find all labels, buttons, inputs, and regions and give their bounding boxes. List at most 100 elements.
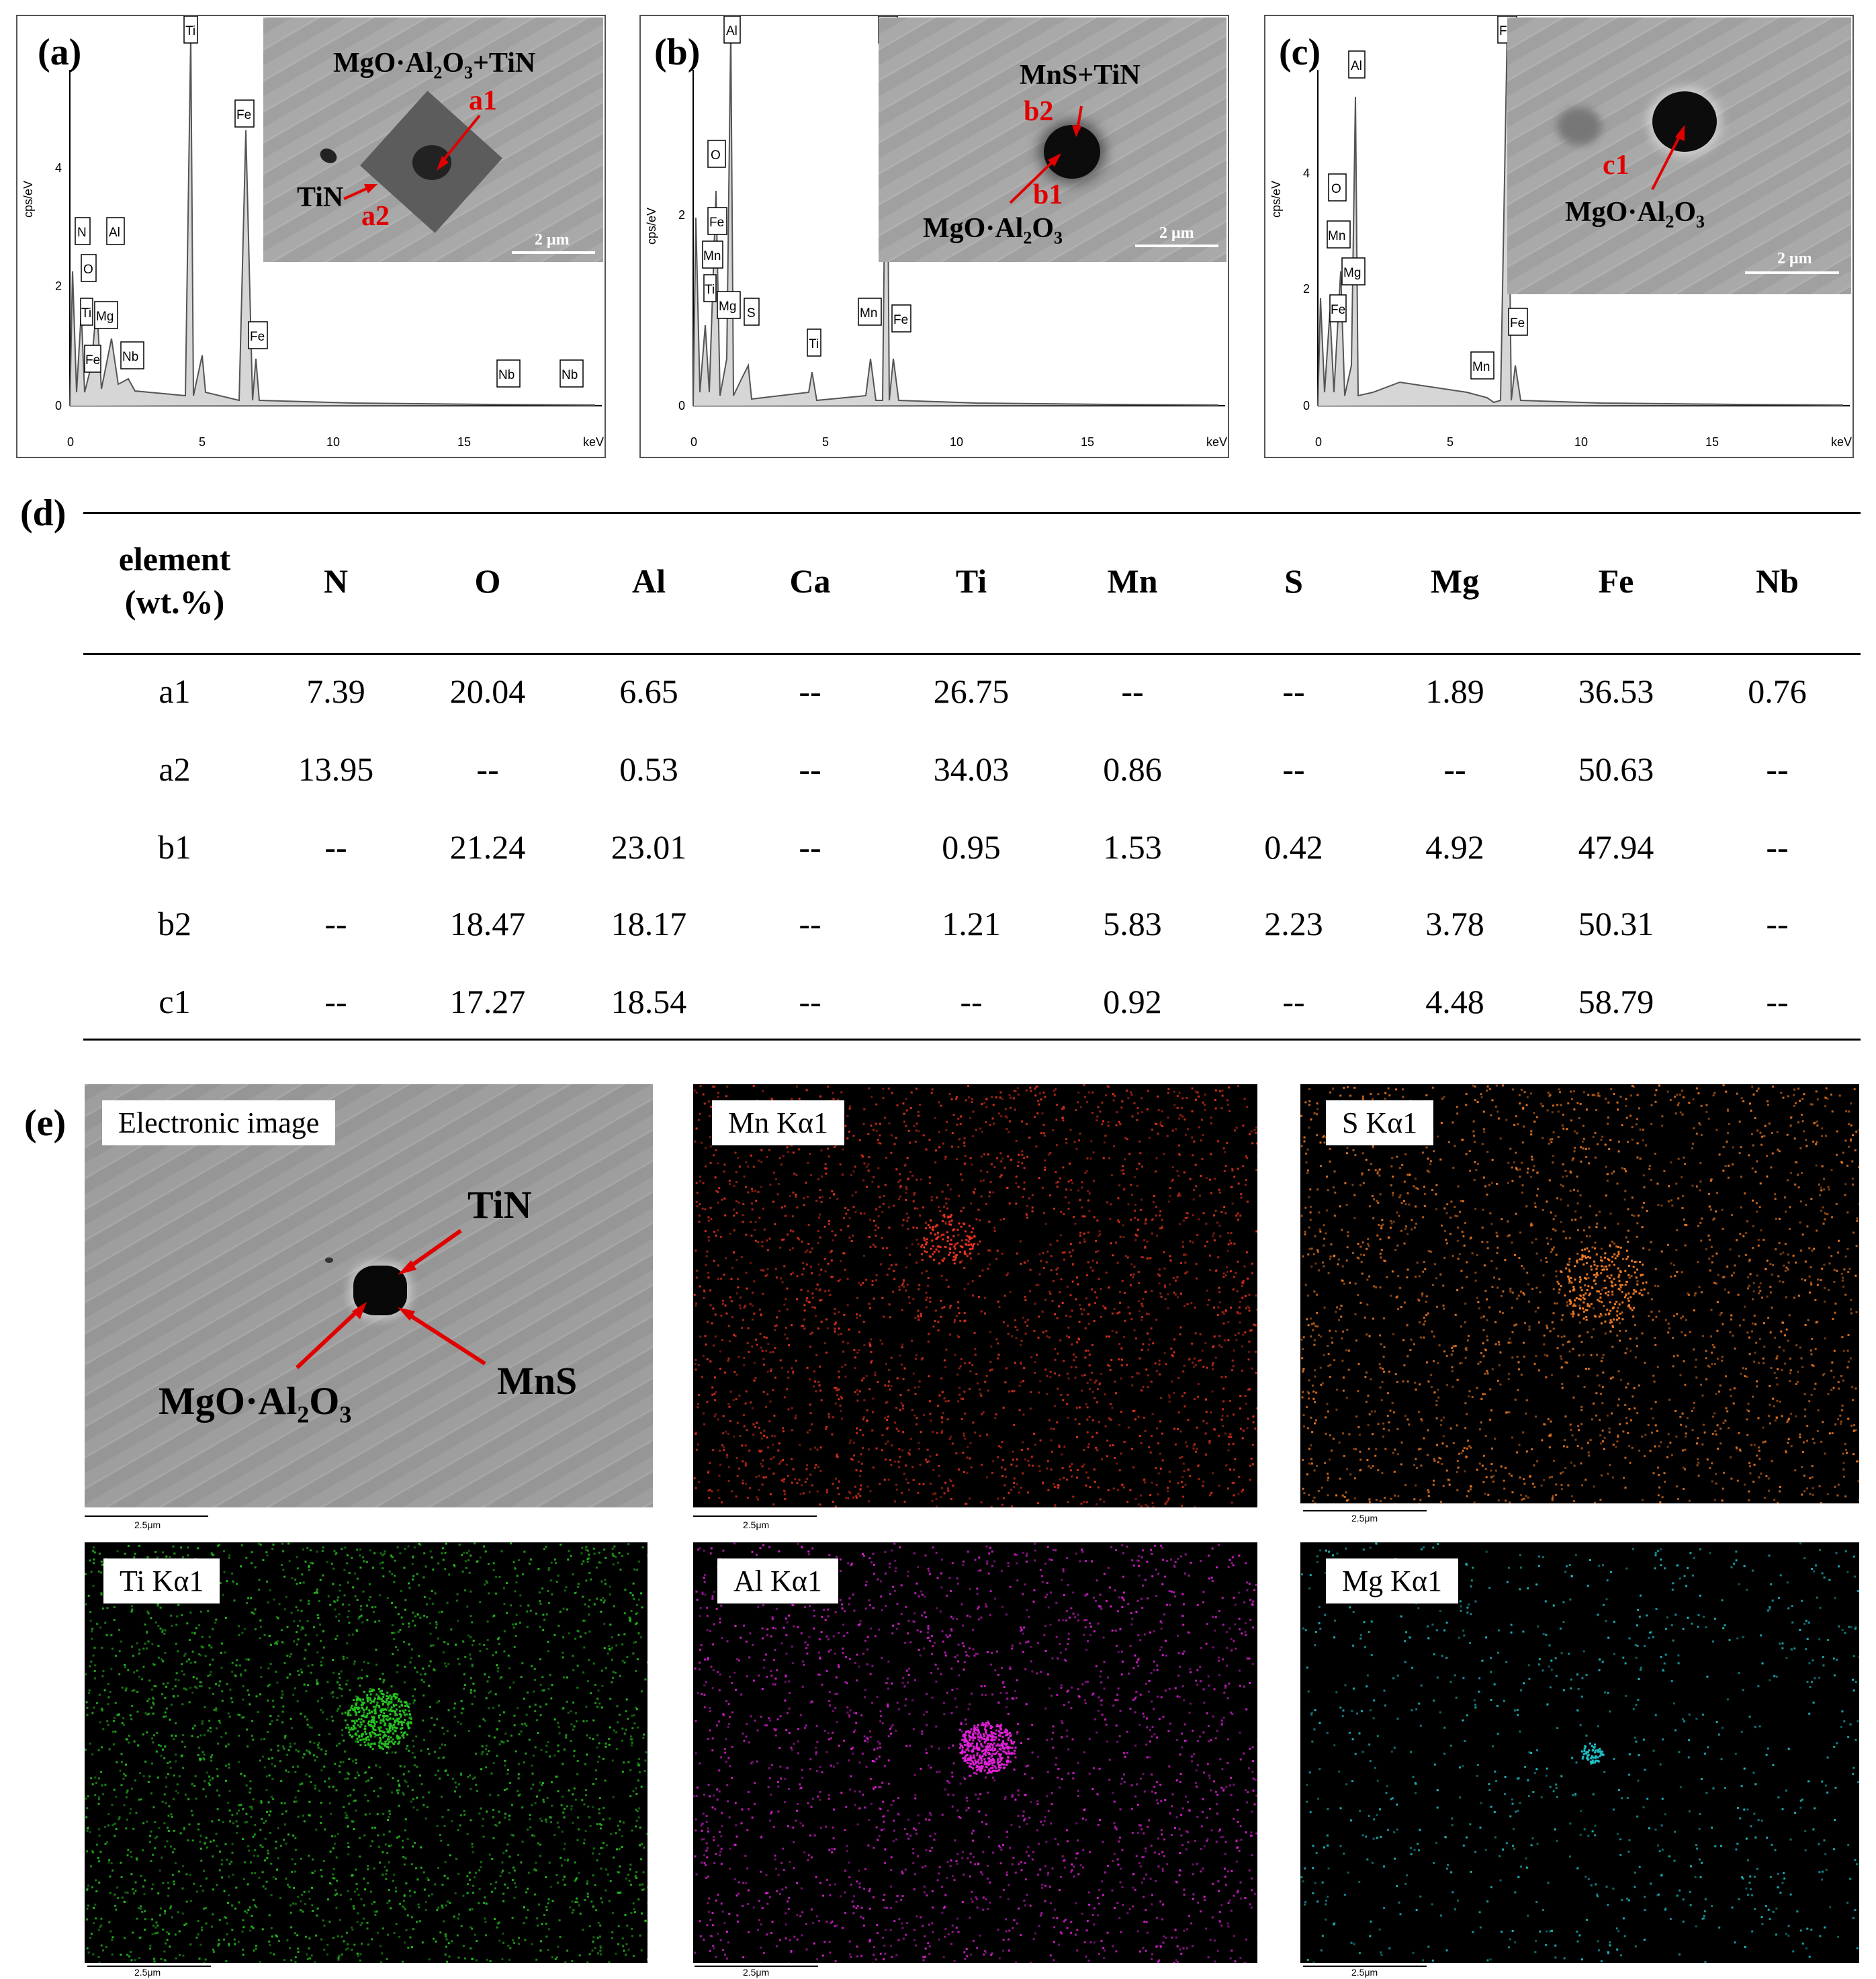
svg-text:Nb: Nb	[122, 350, 138, 364]
column-header: Nb	[1756, 562, 1799, 600]
x-tick: 10	[326, 435, 340, 449]
x-unit: keV	[583, 435, 604, 449]
map-s-dots	[1300, 1084, 1859, 1503]
map-ti: Ti Kα1	[85, 1542, 647, 1963]
column-header: Mg	[1430, 562, 1480, 600]
map-al: Al Kα1	[693, 1542, 1257, 1963]
table-cell: 21.24	[449, 828, 526, 866]
svg-text:Mg: Mg	[1343, 266, 1361, 280]
panel-label-b: (b)	[654, 32, 701, 73]
arrows-e	[295, 1229, 486, 1370]
table-bottom-rule	[83, 1039, 1861, 1041]
map-mn-title: Mn Kα1	[712, 1100, 844, 1145]
table-cell: --	[1766, 828, 1789, 866]
map-scale-label: 2.5μm	[743, 1967, 770, 1978]
svg-text:Al: Al	[726, 24, 738, 38]
table-cell: 20.04	[449, 672, 526, 710]
spectrum-panel-b: 0 2 0 5 10 15 keV cps/eV O Fe Mn Ti Mg S…	[639, 15, 1229, 458]
svg-text:Ti: Ti	[705, 283, 715, 297]
row-label: b1	[158, 828, 191, 866]
scale-bar	[512, 251, 595, 254]
map-mn: Mn Kα1	[693, 1084, 1257, 1507]
svg-text:O: O	[83, 263, 93, 277]
y-tick: 2	[678, 208, 685, 222]
table-cell: --	[1766, 983, 1789, 1020]
map-scale-bar	[693, 1515, 817, 1517]
svg-text:Nb: Nb	[562, 368, 578, 382]
table-cell: --	[1282, 750, 1305, 788]
table-cell: 34.03	[933, 750, 1010, 788]
x-tick: 15	[1705, 435, 1719, 449]
table-cell: 18.54	[611, 983, 687, 1020]
svg-text:Fe: Fe	[85, 353, 100, 367]
x-tick: 5	[1447, 435, 1454, 449]
inset-title-b: MnS+TiN	[1020, 60, 1141, 91]
table-cell: 18.47	[449, 905, 526, 942]
y-axis-label: cps/eV	[645, 208, 658, 245]
y-tick: 2	[1303, 282, 1310, 296]
inclusion-dark	[1044, 125, 1100, 179]
svg-text:N: N	[77, 226, 87, 240]
spectrum-a-plot: 0 2 4 0 5 10 15 keV cps/eV N O Ti Fe Al …	[21, 16, 604, 449]
point-c1: c1	[1603, 150, 1629, 181]
table-cell: 17.27	[449, 983, 526, 1020]
x-unit: keV	[1831, 435, 1852, 449]
map-scale-label: 2.5μm	[134, 1967, 161, 1978]
svg-text:Nb: Nb	[498, 368, 515, 382]
header-line1: element	[118, 540, 231, 578]
scale-label: 2 μm	[535, 231, 570, 249]
map-mg-dots	[1300, 1542, 1859, 1963]
map-mn-dots	[693, 1084, 1257, 1507]
point-a1: a1	[469, 85, 497, 116]
sem-inset-a: MgO·Al2O3+TiN a1 TiN a2 2 μm	[263, 17, 603, 262]
y-axis-label: cps/eV	[1269, 181, 1283, 218]
map-scale-label: 2.5μm	[743, 1520, 770, 1530]
map-mg: Mg Kα1	[1300, 1542, 1859, 1963]
map-scale-label: 2.5μm	[134, 1520, 161, 1530]
label-tin: TiN	[297, 182, 344, 213]
map-ti-title: Ti Kα1	[103, 1558, 220, 1603]
header-element: element (wt.%)	[94, 537, 255, 623]
table-cell: 0.95	[942, 828, 1001, 866]
svg-text:Fe: Fe	[1510, 316, 1525, 331]
point-a2: a2	[361, 201, 390, 232]
svg-text:Ti: Ti	[81, 306, 91, 320]
table-cell: --	[799, 750, 821, 788]
svg-text:Mg: Mg	[719, 300, 736, 314]
x-tick: 0	[67, 435, 74, 449]
table-cell: 0.86	[1103, 750, 1162, 788]
arrows-b	[1009, 105, 1083, 204]
column-header: N	[323, 562, 349, 600]
arrows-c	[1651, 125, 1685, 190]
map-scale-bar	[87, 1966, 211, 1967]
row-label: b2	[158, 905, 191, 942]
y-tick: 0	[1303, 399, 1310, 412]
table-cell: 58.79	[1578, 983, 1654, 1020]
x-tick: 10	[950, 435, 963, 449]
map-scale-bar	[1303, 1966, 1427, 1967]
table-cell: 4.48	[1425, 983, 1484, 1020]
y-axis-label: cps/eV	[21, 181, 35, 218]
x-tick: 15	[457, 435, 471, 449]
table-cell: --	[324, 828, 347, 866]
table-cell: 50.31	[1578, 905, 1654, 942]
x-tick: 5	[822, 435, 829, 449]
point-b2: b2	[1024, 96, 1054, 127]
svg-text:Mn: Mn	[1328, 229, 1345, 243]
table-cell: 50.63	[1578, 750, 1654, 788]
column-header: Ca	[789, 562, 831, 600]
table-cell: --	[324, 983, 347, 1020]
label-mns-e: MnS	[497, 1359, 578, 1403]
spectrum-b-plot: 0 2 0 5 10 15 keV cps/eV O Fe Mn Ti Mg S…	[645, 16, 1227, 449]
column-header: Fe	[1598, 562, 1634, 600]
svg-text:Ti: Ti	[809, 337, 819, 351]
panel-label-a: (a)	[38, 32, 82, 73]
map-scale-bar	[695, 1966, 818, 1967]
table-cell: --	[799, 828, 821, 866]
svg-text:Mg: Mg	[96, 310, 114, 324]
faint-particle	[1557, 107, 1601, 145]
table-cell: --	[1443, 750, 1466, 788]
inclusion-c1	[1652, 91, 1717, 152]
panel-label-e: (e)	[24, 1102, 66, 1144]
table-cell: --	[799, 672, 821, 710]
